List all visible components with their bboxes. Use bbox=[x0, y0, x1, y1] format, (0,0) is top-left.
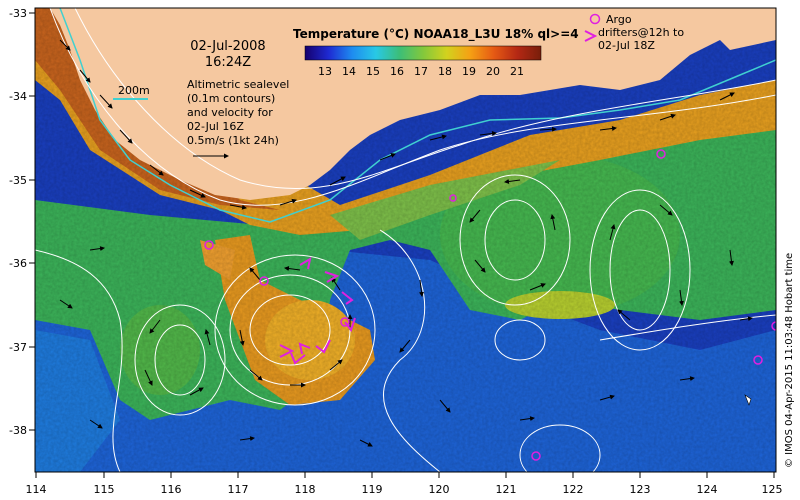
x-tick-label: 124 bbox=[697, 483, 718, 496]
argo-legend-line-2: drifters@12h to bbox=[598, 26, 684, 39]
colorbar-tick-label: 21 bbox=[510, 65, 524, 78]
y-tick-label: -37 bbox=[9, 341, 27, 354]
altimetry-line-1: Altimetric sealevel bbox=[187, 78, 289, 91]
x-tick-label: 116 bbox=[161, 483, 182, 496]
axis-ticks bbox=[29, 12, 775, 478]
x-tick-label: 120 bbox=[429, 483, 450, 496]
colorbar-tick-label: 13 bbox=[318, 65, 332, 78]
argo-legend-line-3: 02-Jul 18Z bbox=[598, 39, 655, 52]
y-tick-label: -38 bbox=[9, 424, 27, 437]
y-tick-label: -33 bbox=[9, 7, 27, 20]
plot-frame bbox=[34, 7, 777, 473]
colorbar-tick-label: 15 bbox=[366, 65, 380, 78]
colorbar bbox=[304, 45, 542, 61]
colorbar-ticks: 13 14 15 16 17 18 19 20 21 bbox=[318, 65, 524, 78]
altimetry-line-2: (0.1m contours) bbox=[187, 92, 275, 105]
land-mass bbox=[35, 8, 776, 200]
y-tick-label: -36 bbox=[9, 257, 27, 270]
colorbar-tick-label: 14 bbox=[342, 65, 356, 78]
x-tick-label: 114 bbox=[26, 483, 47, 496]
altimetry-line-4: 02-Jul 16Z bbox=[187, 120, 244, 133]
x-tick-label: 118 bbox=[295, 483, 316, 496]
map-date: 02-Jul-2008 bbox=[190, 39, 265, 54]
marker-triangle bbox=[744, 394, 752, 406]
colorbar-title: Temperature (°C) NOAA18_L3U 18% ql>=4 bbox=[293, 27, 579, 42]
x-tick-label: 125 bbox=[762, 483, 783, 496]
colorbar-tick-label: 18 bbox=[438, 65, 452, 78]
colorbar-tick-label: 17 bbox=[414, 65, 428, 78]
altimetry-line-3: and velocity for bbox=[187, 106, 273, 119]
argo-floats bbox=[204, 149, 776, 461]
colorbar-tick-label: 19 bbox=[462, 65, 476, 78]
x-tick-label: 115 bbox=[94, 483, 115, 496]
argo-tracks bbox=[279, 256, 356, 365]
x-axis-labels: 114 115 116 117 118 119 120 121 122 123 … bbox=[26, 483, 783, 496]
argo-legend-line-1: Argo bbox=[606, 13, 632, 26]
y-axis-labels: -33 -34 -35 -36 -37 -38 bbox=[9, 7, 27, 437]
argo-legend-circle bbox=[589, 13, 601, 25]
x-tick-label: 117 bbox=[228, 483, 249, 496]
x-tick-label: 123 bbox=[630, 483, 651, 496]
isobath-legend-label: 200m bbox=[118, 84, 150, 97]
plot-area bbox=[35, 8, 776, 472]
colorbar-tick-label: 16 bbox=[390, 65, 404, 78]
x-tick-label: 122 bbox=[563, 483, 584, 496]
x-tick-label: 121 bbox=[496, 483, 517, 496]
y-tick-label: -35 bbox=[9, 174, 27, 187]
x-tick-label: 119 bbox=[362, 483, 383, 496]
colorbar-tick-label: 20 bbox=[486, 65, 500, 78]
imos-credit: © IMOS 04-Apr-2015 11:03:48 Hobart time bbox=[784, 253, 795, 468]
map-time: 16:24Z bbox=[205, 55, 251, 70]
velocity-scale-label: 0.5m/s (1kt 24h) bbox=[187, 134, 279, 147]
argo-legend-arrow bbox=[584, 30, 598, 42]
velocity-arrows bbox=[59, 39, 753, 447]
y-tick-label: -34 bbox=[9, 90, 27, 103]
